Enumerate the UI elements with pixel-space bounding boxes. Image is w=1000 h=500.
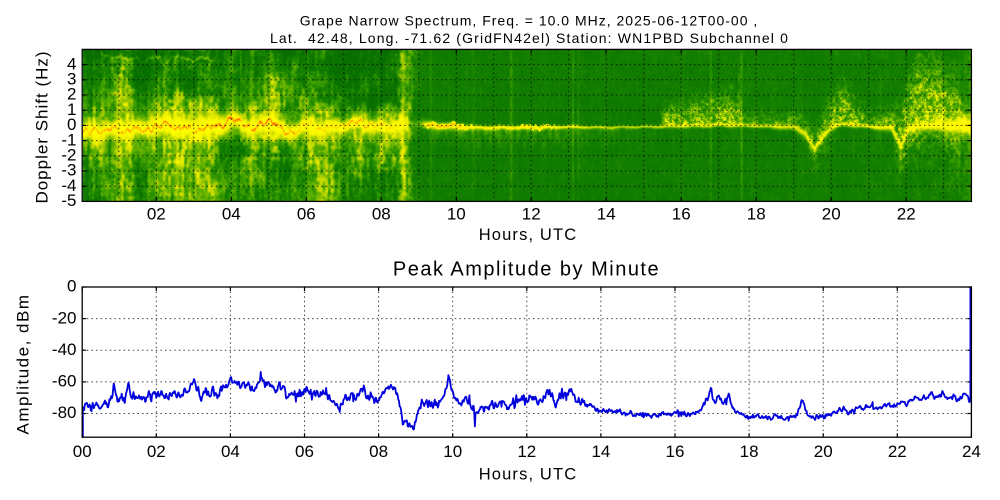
svg-text:Amplitude, dBm: Amplitude, dBm xyxy=(14,294,33,435)
svg-text:08: 08 xyxy=(369,442,388,461)
svg-text:16: 16 xyxy=(672,205,691,224)
svg-text:1: 1 xyxy=(67,100,76,119)
svg-text:-2: -2 xyxy=(61,146,76,165)
svg-text:04: 04 xyxy=(221,442,240,461)
svg-text:2: 2 xyxy=(67,85,76,104)
svg-text:Peak Amplitude by Minute: Peak Amplitude by Minute xyxy=(393,259,660,281)
svg-text:02: 02 xyxy=(147,442,166,461)
svg-text:Doppler Shift (Hz): Doppler Shift (Hz) xyxy=(33,50,52,203)
svg-text:22: 22 xyxy=(888,442,907,461)
svg-text:18: 18 xyxy=(747,205,766,224)
svg-text:-20: -20 xyxy=(52,308,77,327)
svg-text:12: 12 xyxy=(517,442,536,461)
svg-text:24: 24 xyxy=(962,442,981,461)
svg-text:02: 02 xyxy=(147,205,166,224)
svg-text:10: 10 xyxy=(447,205,466,224)
svg-text:00: 00 xyxy=(73,442,92,461)
svg-text:22: 22 xyxy=(897,205,916,224)
svg-text:Grape Narrow Spectrum, Freq. =: Grape Narrow Spectrum, Freq. = 10.0 MHz,… xyxy=(300,13,759,29)
svg-text:-5: -5 xyxy=(61,191,76,210)
svg-text:-60: -60 xyxy=(52,372,77,391)
svg-text:06: 06 xyxy=(295,442,314,461)
svg-text:-4: -4 xyxy=(61,176,76,195)
svg-text:12: 12 xyxy=(522,205,541,224)
svg-text:-80: -80 xyxy=(52,403,77,422)
svg-text:Hours, UTC: Hours, UTC xyxy=(479,465,578,483)
svg-text:-1: -1 xyxy=(61,130,76,149)
svg-text:14: 14 xyxy=(597,205,616,224)
svg-text:Hours, UTC: Hours, UTC xyxy=(479,226,578,244)
svg-text:0: 0 xyxy=(67,277,76,296)
svg-text:-40: -40 xyxy=(52,340,77,359)
svg-text:Lat. 42.48, Long. -71.62 (Gri: Lat. 42.48, Long. -71.62 (GridFN42el) St… xyxy=(270,30,789,46)
svg-text:4: 4 xyxy=(67,54,76,73)
svg-text:3: 3 xyxy=(67,70,76,89)
svg-text:16: 16 xyxy=(666,442,685,461)
svg-text:0: 0 xyxy=(67,115,76,134)
svg-text:20: 20 xyxy=(814,442,833,461)
svg-text:20: 20 xyxy=(822,205,841,224)
svg-text:-3: -3 xyxy=(61,161,76,180)
svg-text:10: 10 xyxy=(443,442,462,461)
svg-text:06: 06 xyxy=(297,205,316,224)
svg-text:18: 18 xyxy=(740,442,759,461)
svg-text:04: 04 xyxy=(222,205,241,224)
svg-text:08: 08 xyxy=(372,205,391,224)
svg-text:14: 14 xyxy=(591,442,610,461)
